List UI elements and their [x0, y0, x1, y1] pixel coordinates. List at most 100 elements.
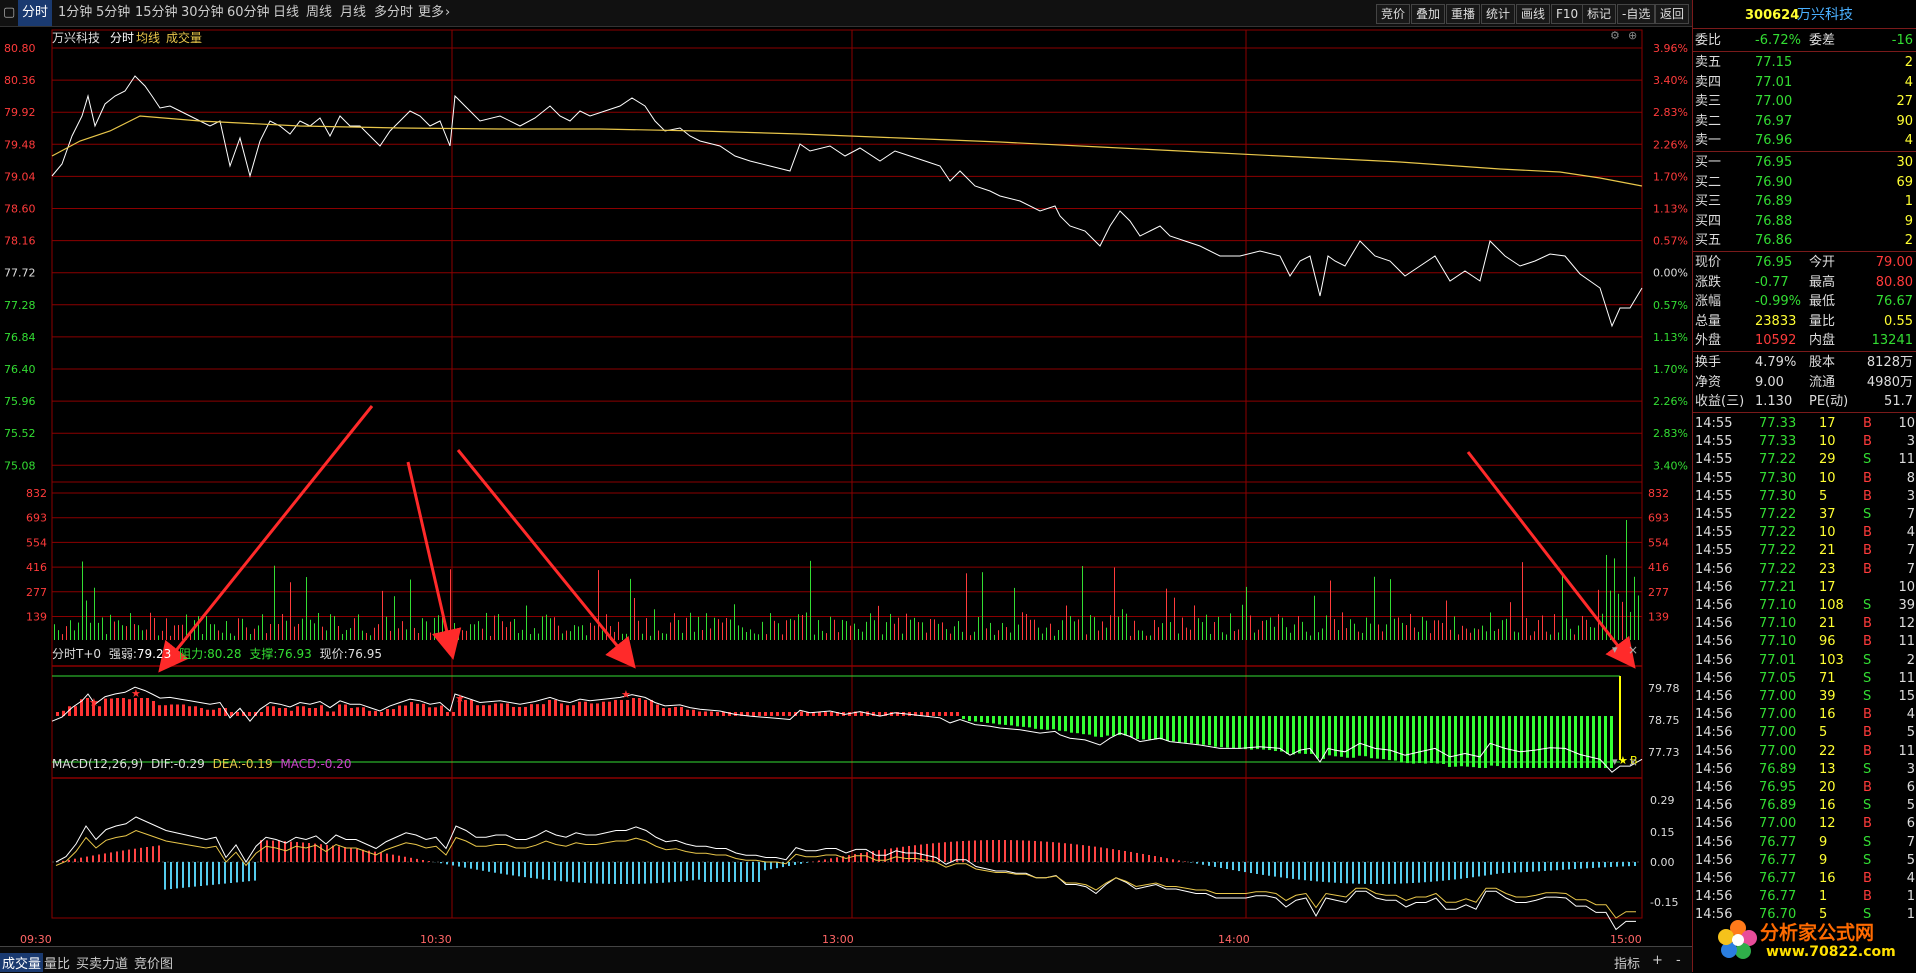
tab-30min[interactable]: 30分钟	[181, 0, 224, 26]
tab-15min[interactable]: 15分钟	[135, 0, 178, 26]
t0-bar-down	[1532, 716, 1535, 768]
volume-bar	[650, 636, 651, 640]
macd-bar-pos	[974, 840, 976, 862]
macd-bar-pos	[116, 851, 118, 862]
macd-bar-pos	[1178, 860, 1180, 862]
macd-bar-neg	[584, 862, 586, 883]
t0-bar-down	[1496, 716, 1499, 766]
volume-bar	[1182, 618, 1183, 640]
t0-bar-up	[410, 702, 413, 716]
chevron-right-icon[interactable]: ›	[445, 0, 450, 26]
vol-axis-label-right: 139	[1648, 611, 1669, 624]
t0-collapse-icon[interactable]: ▾	[1612, 643, 1618, 656]
macd-bar-neg	[776, 862, 778, 868]
volume-bar	[598, 570, 599, 640]
volume-bar	[534, 628, 535, 640]
tab-daily[interactable]: 日线	[273, 0, 299, 26]
t0-bar-down	[1424, 716, 1427, 764]
overlay-button[interactable]: 叠加	[1411, 4, 1445, 24]
tab-fenshi[interactable]: 分时	[18, 0, 52, 26]
tab-multi[interactable]: 多分时	[374, 0, 413, 26]
macd-bar-neg	[704, 862, 706, 882]
volume-bar	[1162, 623, 1163, 640]
auction-button[interactable]: 竞价	[1376, 4, 1410, 24]
tab-5min[interactable]: 5分钟	[96, 0, 130, 26]
tick-side: B	[1863, 414, 1872, 433]
settings-icon[interactable]: ⚙	[1610, 29, 1620, 42]
tab-1min[interactable]: 1分钟	[58, 0, 92, 26]
stat-label: 量比	[1809, 312, 1835, 331]
macd-bar-pos	[146, 847, 148, 862]
t0-bar-up	[482, 705, 485, 716]
t0-bar-down	[1292, 716, 1295, 754]
macd-bar-neg	[224, 862, 226, 884]
t0-close-icon[interactable]: ×	[1628, 643, 1638, 657]
draw-button[interactable]: 画线	[1516, 4, 1550, 24]
tab-monthly[interactable]: 月线	[340, 0, 366, 26]
volume-bar	[1402, 623, 1403, 640]
watchlist-button[interactable]: -自选	[1617, 4, 1655, 24]
tick-side: B	[1863, 469, 1872, 488]
volume-bar	[414, 628, 415, 640]
macd-bar-pos	[338, 846, 340, 862]
volume-bar	[902, 634, 903, 640]
zoom-in-button[interactable]: +	[1652, 953, 1663, 968]
macd-bar-neg	[1334, 862, 1336, 883]
back-button[interactable]: 返回	[1655, 4, 1689, 24]
macd-bar-neg	[1436, 862, 1438, 881]
tab-more[interactable]: 更多	[418, 0, 444, 26]
tab-volume[interactable]: 成交量	[0, 953, 43, 972]
volume-bar	[1334, 619, 1335, 640]
volume-bar	[258, 625, 259, 640]
stats-button[interactable]: 统计	[1481, 4, 1515, 24]
volume-bar	[294, 627, 295, 640]
t0-bar-down	[1028, 716, 1031, 727]
volume-bar	[538, 634, 539, 640]
t0-bar-down	[1118, 716, 1121, 735]
tab-buy-sell-force[interactable]: 买卖力道	[76, 953, 128, 972]
t0-bar-up	[356, 707, 359, 716]
volume-bar	[522, 630, 523, 640]
toolbar-square-icon[interactable]: ▢	[3, 0, 15, 26]
t0-bar-down	[1352, 716, 1355, 758]
tab-volume-ratio[interactable]: 量比	[44, 953, 70, 972]
macd-bar-neg	[230, 862, 232, 883]
tick-volume: 10	[1819, 432, 1836, 451]
volume-bar	[486, 613, 487, 640]
macd-close-icon[interactable]: ×	[1628, 755, 1638, 769]
volume-bar	[1142, 631, 1143, 640]
volume-bar	[914, 618, 915, 640]
tab-60min[interactable]: 60分钟	[227, 0, 270, 26]
mark-button[interactable]: 标记	[1582, 4, 1616, 24]
bid-volume: 1	[1905, 192, 1913, 211]
t0-bar-down	[1592, 716, 1595, 768]
tick-price: 77.21	[1759, 578, 1796, 597]
volume-bar	[426, 621, 427, 640]
macd-collapse-icon[interactable]: ▾	[1612, 755, 1618, 768]
tab-auction-chart[interactable]: 竞价图	[134, 953, 173, 972]
tab-weekly[interactable]: 周线	[306, 0, 332, 26]
volume-bar	[1506, 619, 1507, 640]
volume-bar	[74, 630, 75, 640]
volume-bar	[842, 620, 843, 640]
f10-button[interactable]: F10	[1551, 4, 1583, 24]
t0-bar-up	[428, 707, 431, 716]
volume-bar	[110, 615, 111, 640]
t0-bar-down	[1364, 716, 1367, 756]
replay-button[interactable]: 重播	[1446, 4, 1480, 24]
indicator-button[interactable]: 指标	[1614, 953, 1640, 972]
volume-bar	[790, 619, 791, 640]
volume-bar	[1354, 624, 1355, 640]
tick-time: 14:56	[1695, 614, 1732, 633]
zoom-out-button[interactable]: -	[1676, 953, 1681, 968]
volume-bar	[1510, 602, 1511, 640]
stat-value: 8128万	[1867, 353, 1913, 372]
expand-icon[interactable]: ⊕	[1628, 29, 1637, 42]
t0-bar-up	[116, 698, 119, 716]
price-axis-label: 80.36	[4, 74, 36, 87]
